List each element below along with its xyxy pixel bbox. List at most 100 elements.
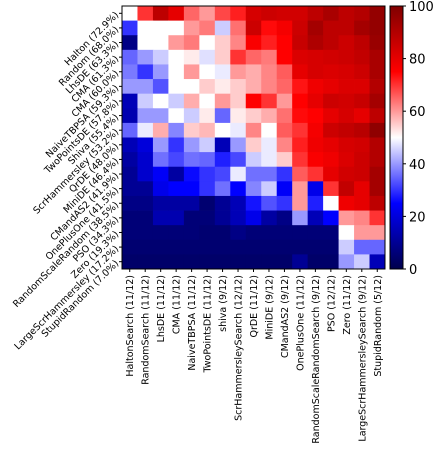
heatmap-cell	[354, 166, 370, 182]
heatmap-cell	[152, 93, 169, 109]
heatmap-cell	[214, 6, 231, 22]
heatmap-cell	[168, 6, 185, 22]
heatmap-cell	[261, 6, 278, 22]
heatmap-cell	[276, 20, 293, 36]
heatmap-cell	[230, 122, 247, 138]
x-tick-label: StupidRandom (5/12)	[373, 275, 384, 377]
heatmap-cell	[245, 35, 262, 51]
heatmap-cell	[245, 49, 262, 65]
x-tick-label: LhsDE (11/12)	[156, 275, 167, 342]
heatmap-cell	[354, 6, 370, 22]
heatmap-cell	[245, 239, 262, 255]
heatmap-cell	[338, 79, 355, 95]
heatmap-cell	[292, 137, 309, 153]
heatmap-cell	[199, 137, 216, 153]
heatmap-cell	[183, 166, 200, 182]
heatmap-cell	[369, 93, 386, 109]
heatmap-cell	[369, 195, 386, 211]
heatmap-cell	[245, 122, 262, 138]
heatmap-cell	[183, 239, 200, 255]
heatmap-cell	[307, 195, 324, 211]
heatmap-cell	[199, 225, 216, 241]
heatmap-cell	[230, 137, 247, 153]
heatmap-cell	[122, 64, 138, 80]
heatmap-cell	[199, 35, 216, 51]
heatmap-cell	[292, 20, 309, 36]
heatmap-cell	[168, 79, 185, 95]
colorbar-tick-label: 20	[409, 210, 426, 225]
heatmap-cell	[183, 181, 200, 197]
heatmap-cell	[323, 35, 339, 51]
heatmap-cell	[276, 239, 293, 255]
heatmap-cell	[323, 6, 339, 22]
heatmap-cell	[168, 64, 185, 80]
x-tick-label: LargeScrHammersleySearch (9/12)	[357, 275, 368, 442]
heatmap-cell	[168, 181, 185, 197]
heatmap-cell	[137, 35, 154, 51]
heatmap-cell	[152, 79, 169, 95]
heatmap-cell	[369, 49, 386, 65]
heatmap-cell	[245, 210, 262, 226]
heatmap-cell	[323, 122, 339, 138]
heatmap-cell	[137, 79, 154, 95]
heatmap-cell	[276, 6, 293, 22]
heatmap-cell	[323, 210, 339, 226]
heatmap-cell	[199, 20, 216, 36]
heatmap-cell	[323, 137, 339, 153]
colorbar	[389, 5, 404, 270]
heatmap-cell	[199, 239, 216, 255]
heatmap-cell	[369, 6, 386, 22]
heatmap-cell	[214, 181, 231, 197]
heatmap-cell	[183, 210, 200, 226]
heatmap-cell	[338, 49, 355, 65]
heatmap-cell	[183, 64, 200, 80]
heatmap-cell	[152, 239, 169, 255]
heatmap-cell	[323, 20, 339, 36]
x-tick-label: NaiveTBPSA (11/12)	[187, 275, 198, 371]
heatmap-cell	[168, 210, 185, 226]
heatmap-cell	[292, 35, 309, 51]
heatmap-cell	[276, 225, 293, 241]
heatmap-cell	[199, 152, 216, 168]
heatmap-cell	[338, 20, 355, 36]
heatmap-cell	[152, 108, 169, 124]
heatmap-cell	[292, 181, 309, 197]
heatmap-cell	[369, 137, 386, 153]
heatmap-cell	[214, 35, 231, 51]
heatmap-cell	[122, 239, 138, 255]
heatmap-cell	[369, 122, 386, 138]
heatmap-cell	[338, 93, 355, 109]
heatmap-cell	[137, 210, 154, 226]
heatmap-cell	[168, 35, 185, 51]
heatmap-cell	[122, 195, 138, 211]
heatmap-cell	[183, 254, 200, 270]
heatmap-cell	[369, 254, 386, 270]
heatmap-cell	[307, 254, 324, 270]
heatmap-cell	[307, 108, 324, 124]
heatmap-cell	[261, 166, 278, 182]
heatmap-cell	[199, 6, 216, 22]
heatmap-cell	[338, 181, 355, 197]
x-tick-label: RandomScaleRandomSearch (9/12)	[311, 275, 322, 444]
heatmap-cell	[245, 225, 262, 241]
heatmap-cell	[137, 166, 154, 182]
colorbar-tick-labels: 0 20 40 60 80 100	[403, 0, 434, 278]
heatmap-cell	[152, 166, 169, 182]
heatmap-cell	[122, 79, 138, 95]
colorbar-tick-label: 100	[409, 0, 434, 15]
heatmap-cell	[199, 93, 216, 109]
heatmap-cell	[199, 181, 216, 197]
heatmap-cell	[122, 152, 138, 168]
heatmap-cell	[183, 79, 200, 95]
heatmap-cell	[230, 152, 247, 168]
heatmap-cell	[338, 152, 355, 168]
heatmap-cell	[137, 195, 154, 211]
heatmap-cell	[354, 137, 370, 153]
colorbar-tick-label: 0	[409, 263, 417, 278]
heatmap-cell	[152, 225, 169, 241]
heatmap-cell	[307, 35, 324, 51]
heatmap-cell	[369, 210, 386, 226]
heatmap-cell	[323, 152, 339, 168]
heatmap-cell	[214, 239, 231, 255]
